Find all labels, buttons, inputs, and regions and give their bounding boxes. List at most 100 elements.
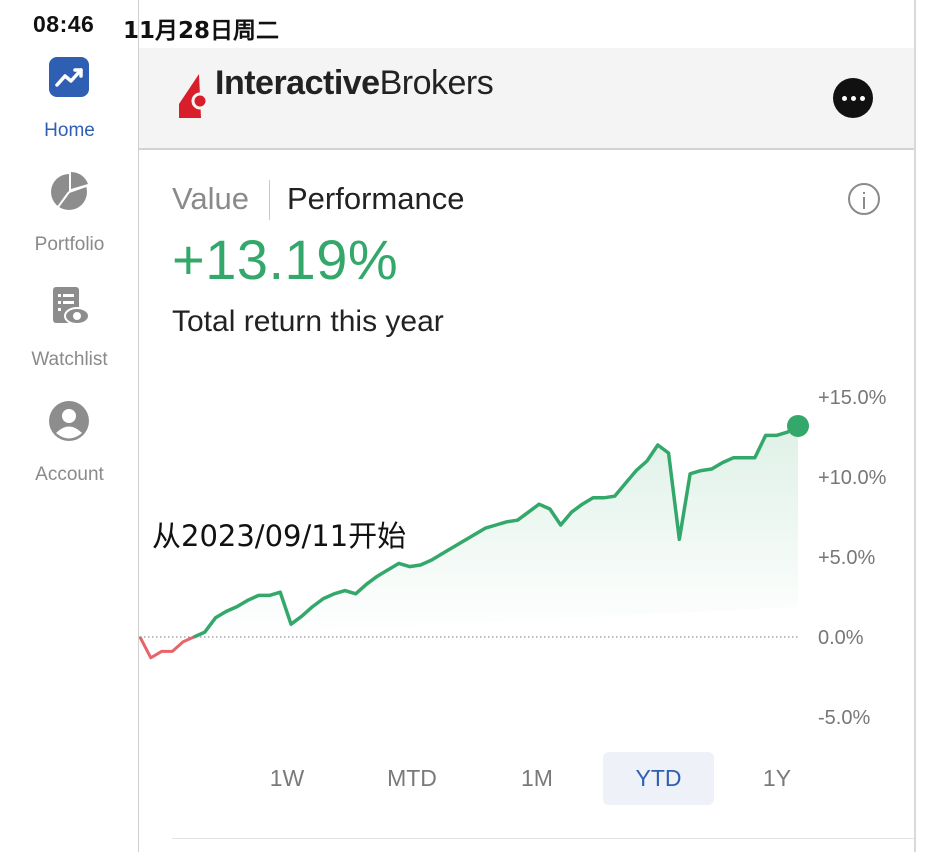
data-point [311,605,314,608]
sidebar-item-account[interactable]: Account [0,400,139,500]
data-point [225,610,228,613]
data-point [516,519,519,521]
sidebar-divider [138,0,139,852]
data-point [257,594,260,597]
data-point [689,473,691,475]
data-point [376,575,379,577]
data-point [247,599,249,601]
data-point [193,636,195,638]
data-point [322,597,325,600]
app-header: InteractiveBrokers [139,48,915,150]
total-return-caption: Total return this year [172,305,444,338]
data-point [764,434,767,437]
data-point [408,565,411,568]
data-point [721,461,724,464]
data-point [549,508,551,510]
status-date: 11月28日周二 [123,18,280,44]
data-point [419,564,422,566]
data-point [700,469,702,472]
data-point [754,457,756,459]
data-point [149,657,152,659]
range-selector: 1W MTD 1M YTD 1Y [0,752,936,806]
more-dot-icon [851,96,856,101]
start-date-annotation: 从2023/09/11开始 [152,519,407,553]
data-point [279,591,282,593]
sidebar-item-label: Account [35,464,104,485]
data-point [581,503,584,506]
data-point [592,497,594,499]
data-point [268,594,271,597]
data-point [333,593,335,595]
sidebar-item-home[interactable]: Home [0,56,139,156]
data-point [603,497,605,499]
data-point [505,521,508,523]
latest-value-marker[interactable] [787,414,809,437]
data-point [646,460,648,462]
range-tab-1y[interactable]: 1Y [762,765,792,791]
data-point [441,553,443,555]
data-point [430,559,433,561]
total-return-value: +13.19% [172,228,399,291]
info-icon[interactable] [848,183,880,215]
data-point [236,605,238,608]
tab-performance[interactable]: Performance [287,181,465,216]
tab-separator [269,180,270,220]
data-point [182,641,184,643]
data-point [462,540,465,542]
user-icon [49,401,89,441]
data-point [570,511,573,513]
tab-value[interactable]: Value [172,181,249,216]
data-point [365,583,368,585]
data-point [635,469,637,472]
negative-series-line [138,635,195,660]
y-tick-label: +10.0% [818,467,887,489]
data-point [775,434,778,437]
interactive-brokers-logo-icon [179,74,209,118]
range-tab-mtd[interactable]: MTD [387,765,437,791]
brand-regular: Brokers [379,64,494,102]
data-point [354,593,357,595]
sidebar-item-label: Home [44,120,95,141]
data-point [452,546,454,549]
data-point [786,431,789,434]
data-point [214,617,217,619]
data-point [538,503,540,506]
status-bar: 08:46 11月28日周二 [0,0,936,48]
data-point [495,524,497,526]
data-point [344,589,346,592]
range-tab-1w[interactable]: 1W [269,765,305,791]
more-options-button[interactable] [833,78,873,118]
y-tick-label: +5.0% [818,547,875,569]
data-point [656,444,659,446]
sidebar-item-portfolio[interactable]: Portfolio [0,170,139,270]
data-point [473,533,476,536]
brand-bold: Interactive [215,64,380,102]
data-point [678,538,681,541]
brand-name: InteractiveBrokers [215,64,494,103]
range-tab-1m[interactable]: 1M [521,765,553,791]
trend-chart-icon [49,57,89,97]
data-point [710,468,713,470]
data-point [301,615,303,617]
data-point [398,562,400,565]
data-point [160,650,163,653]
data-point [484,527,486,529]
pie-chart-icon [51,171,88,210]
y-tick-label: 0.0% [818,627,864,649]
performance-area [193,425,798,637]
right-edge-border [914,0,916,852]
data-point [667,452,670,454]
sidebar-item-label: Watchlist [31,349,108,370]
data-point [527,511,530,513]
range-tab-ytd[interactable]: YTD [603,752,714,805]
watchlist-icon [53,287,90,325]
more-dot-icon [842,96,847,101]
y-tick-label: +15.0% [818,387,887,409]
sidebar-item-watchlist[interactable]: Watchlist [0,285,139,385]
data-point [624,482,627,485]
status-time: 08:46 [33,11,95,37]
more-dot-icon [860,96,865,101]
data-point [613,495,616,498]
data-point [732,457,735,459]
